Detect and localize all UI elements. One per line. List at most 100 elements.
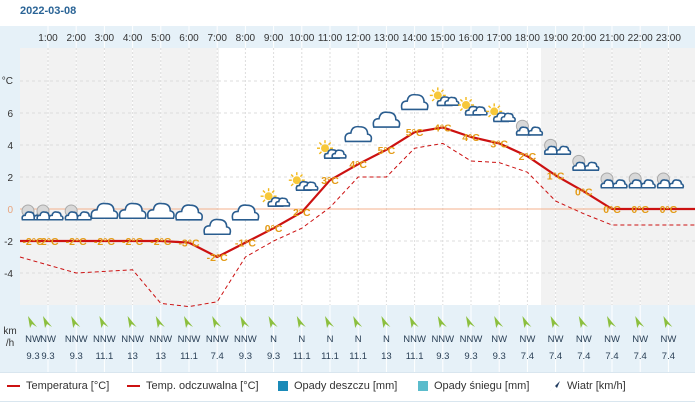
wind-direction: NNW: [234, 334, 257, 345]
legend-temperature-label: Temperatura [°C]: [26, 380, 110, 392]
temperature-data-label: 3°C: [490, 138, 508, 150]
wind-direction: N: [298, 334, 305, 345]
wind-speed: 9.3: [464, 351, 477, 362]
legend-snow: Opady śniegu [mm]: [418, 380, 529, 392]
cloud-icon: [444, 96, 460, 106]
hour-tick-label: 8:00: [236, 33, 256, 44]
forecast-date: 2022-03-08: [20, 5, 77, 17]
wind-speed: 7.4: [634, 351, 647, 362]
wind-arrow-icon: [325, 316, 334, 328]
legend-feels-like: Temp. odczuwalna [°C]: [127, 380, 259, 392]
temperature-data-label: 3°C: [321, 175, 339, 187]
wind-direction: NNW: [93, 334, 116, 345]
wind-direction: N: [270, 334, 277, 345]
wind-direction: NNW: [206, 334, 229, 345]
cloud-icon: [612, 179, 628, 189]
hour-tick-label: 22:00: [628, 33, 653, 44]
hour-tick-label: 19:00: [543, 33, 568, 44]
hour-tick-label: 17:00: [487, 33, 512, 44]
cloud-icon: [146, 202, 175, 220]
hour-tick-label: 16:00: [458, 33, 483, 44]
temperature-data-label: 5°C: [378, 145, 396, 157]
temperature-data-label: -2°C: [22, 236, 44, 248]
wind-direction: NW: [25, 334, 41, 345]
temperature-data-label: 2°C: [519, 151, 537, 163]
wind-direction: NW: [660, 334, 676, 345]
hour-tick-label: 20:00: [571, 33, 596, 44]
temperature-data-label: -2°C: [37, 236, 59, 248]
wind-direction: NW: [519, 334, 535, 345]
wind-speed: 7.4: [211, 351, 224, 362]
wind-direction: NNW: [65, 334, 88, 345]
wind-direction: NW: [604, 334, 620, 345]
wind-direction: NNW: [178, 334, 201, 345]
temperature-data-label: 4°C: [349, 159, 367, 171]
temperature-data-label: -2°C: [122, 236, 144, 248]
wind-speed: 7.4: [577, 351, 590, 362]
wind-speed: 7.4: [662, 351, 675, 362]
wind-arrow-icon: [437, 316, 447, 328]
temperature-data-label: 4°C: [462, 132, 480, 144]
cloud-icon: [344, 125, 373, 143]
wind-arrow-icon: [409, 316, 419, 328]
hour-tick-label: 10:00: [289, 33, 314, 44]
legend-temperature: Temperatura [°C]: [7, 380, 109, 392]
wind-arrow-icon: [607, 316, 616, 328]
wind-arrow-icon: [240, 316, 250, 328]
temperature-data-label: 0°C: [575, 186, 593, 198]
axis-band: [0, 26, 20, 372]
wind-speed: 9.3: [493, 351, 506, 362]
hour-tick-label: 21:00: [599, 33, 624, 44]
hour-tick-label: 18:00: [515, 33, 540, 44]
wind-direction: NW: [632, 334, 648, 345]
hour-tick-label: 14:00: [402, 33, 427, 44]
wind-arrow-icon: [212, 316, 222, 328]
sun-icon: [458, 97, 474, 113]
temperature-data-label: 0°C: [265, 223, 283, 235]
temperature-data-label: 2°C: [293, 207, 311, 219]
temperature-data-label: 0°C: [660, 204, 678, 216]
y-tick-label: -4: [4, 269, 13, 280]
wind-direction: NNW: [121, 334, 144, 345]
cloud-icon: [500, 112, 516, 122]
temperature-line: [20, 126, 695, 259]
hour-tick-label: 23:00: [656, 33, 681, 44]
y-tick-label: 0: [7, 205, 13, 216]
wind-arrow-icon: [550, 381, 560, 391]
cloud-icon: [584, 161, 600, 171]
cloud-icon: [118, 202, 147, 220]
wind-direction: NNW: [460, 334, 483, 345]
wind-speed: 9.3: [41, 351, 54, 362]
legend-feels-like-swatch: [127, 385, 140, 387]
wind-unit-top: km: [3, 326, 16, 337]
wind-arrow-icon: [635, 316, 645, 328]
wind-speed: 13: [156, 351, 167, 362]
wind-speed: 7.4: [549, 351, 562, 362]
wind-direction: NNW: [149, 334, 172, 345]
hour-tick-label: 6:00: [179, 33, 199, 44]
legend-temperature-swatch: [7, 385, 20, 387]
wind-direction: N: [383, 334, 390, 345]
wind-speed: 11.1: [180, 351, 198, 362]
legend-snow-label: Opady śniegu [mm]: [434, 380, 530, 392]
legend-rain-label: Opady deszczu [mm]: [294, 380, 398, 392]
wind-arrow-icon: [522, 316, 532, 328]
cloud-icon: [274, 197, 291, 207]
cloud-icon: [203, 218, 232, 236]
temperature-data-label: -1°C: [235, 238, 257, 250]
wind-arrow-icon: [353, 316, 363, 328]
temperature-data-label: -2°C: [94, 236, 116, 248]
wind-arrow-icon: [466, 316, 475, 328]
wind-speed: 9.3: [239, 351, 252, 362]
hour-tick-label: 1:00: [38, 33, 58, 44]
wind-direction: NW: [491, 334, 507, 345]
wind-speed: 13: [127, 351, 138, 362]
cloud-icon: [231, 204, 260, 221]
y-tick-label: 2: [7, 173, 13, 184]
wind-arrow-icon: [663, 316, 673, 328]
cloud-icon: [400, 93, 429, 111]
cloud-icon: [48, 211, 64, 221]
wind-speed: 7.4: [521, 351, 534, 362]
y-tick-label: 6: [7, 109, 13, 120]
wind-direction: NW: [40, 334, 56, 345]
